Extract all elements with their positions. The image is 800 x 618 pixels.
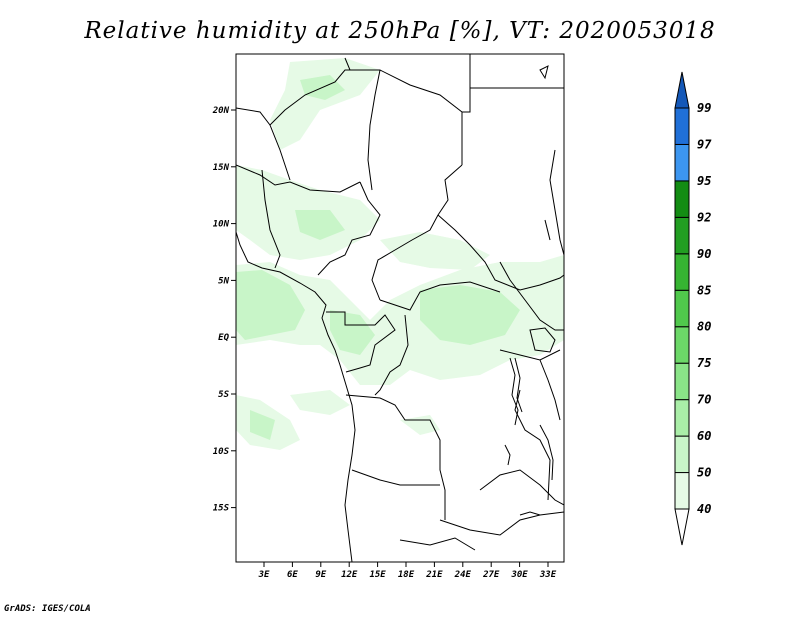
colorbar-segment <box>674 107 690 145</box>
colorbar-label: 80 <box>697 320 711 334</box>
lon-tick-label: 33E <box>539 570 557 580</box>
lat-tick-label: 5N <box>218 276 229 286</box>
lon-tick-label: 18E <box>398 570 415 580</box>
lat-tick-label: 5S <box>218 390 229 400</box>
colorbar-segment <box>674 362 690 401</box>
lon-tick-label: 30E <box>510 570 528 580</box>
lon-tick-label: 27E <box>482 570 500 580</box>
grads-credit: GrADS: IGES/COLA <box>4 604 91 614</box>
lon-tick-label: 15E <box>369 570 386 580</box>
country-borders <box>236 54 564 562</box>
colorbar-label: 70 <box>697 393 711 407</box>
colorbar-segment <box>674 143 690 182</box>
lon-tick-label: 3E <box>258 570 270 580</box>
colorbar-label: 92 <box>697 210 711 224</box>
colorbar-label: 40 <box>697 502 711 516</box>
lat-tick-label: EQ <box>218 333 229 343</box>
lat-tick-label: 15S <box>213 504 230 514</box>
lon-tick-label: 24E <box>454 570 472 580</box>
colorbar-label: 95 <box>697 174 711 188</box>
lat-tick-label: 15N <box>213 163 230 173</box>
colorbar-label: 99 <box>697 101 711 115</box>
lon-tick-label: 9E <box>315 570 326 580</box>
colorbar-segment <box>674 399 690 437</box>
map-title: Relative humidity at 250hPa [%], VT: 202… <box>84 18 716 44</box>
lon-tick-label: 21E <box>425 570 443 580</box>
colorbar-label: 90 <box>697 247 711 261</box>
lat-tick-label: 10N <box>213 220 230 230</box>
map-frame <box>235 53 565 563</box>
colorbar-segment <box>674 216 690 255</box>
lat-tick-label: 10S <box>213 447 230 457</box>
colorbar-segment <box>674 253 690 291</box>
colorbar-label: 60 <box>697 429 711 443</box>
longitude-axis: 3E 6E 9E 12E 15E 18E 21E 24E 27E 30E 33E <box>258 562 557 580</box>
colorbar-segment <box>674 435 690 474</box>
colorbar-segment <box>674 289 690 328</box>
colorbar: 40 50 60 70 75 80 85 90 92 95 97 99 <box>674 71 712 546</box>
colorbar-label: 85 <box>697 283 711 297</box>
colorbar-label: 50 <box>697 466 711 480</box>
colorbar-max-arrow <box>674 71 690 109</box>
colorbar-min-arrow <box>674 508 690 546</box>
lon-tick-label: 12E <box>341 570 358 580</box>
lon-tick-label: 6E <box>287 570 298 580</box>
colorbar-segment <box>674 180 690 218</box>
lat-tick-label: 20N <box>212 106 230 116</box>
colorbar-label: 75 <box>697 356 711 370</box>
colorbar-label: 97 <box>697 137 712 151</box>
latitude-axis: 20N 15N 10N 5N EQ 5S 10S 15S <box>212 106 236 514</box>
colorbar-segment <box>674 472 690 510</box>
humidity-field <box>236 58 564 450</box>
colorbar-segment <box>674 326 690 364</box>
